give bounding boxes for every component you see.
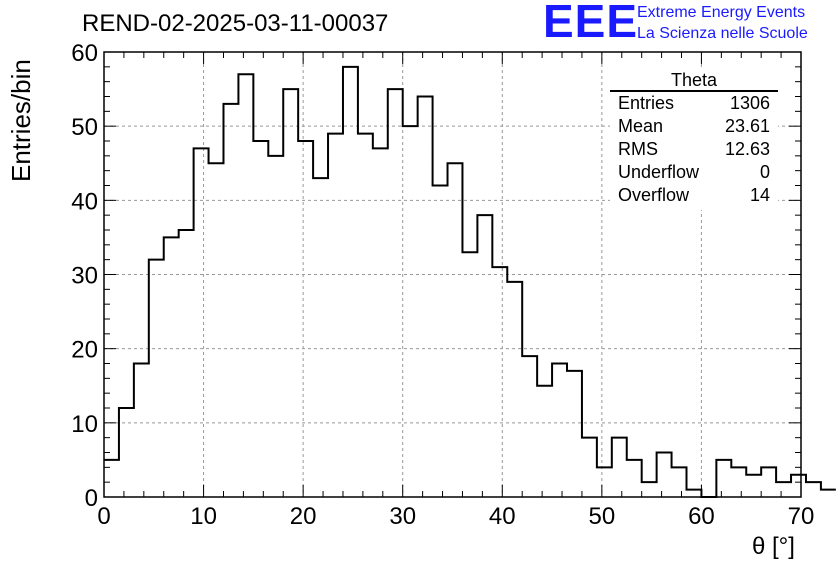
histogram-bin bbox=[164, 237, 179, 497]
stats-divider bbox=[610, 90, 778, 92]
x-tick-label: 30 bbox=[389, 503, 416, 530]
histogram-bin bbox=[477, 215, 492, 497]
histogram-bin bbox=[373, 148, 388, 497]
y-tick-label: 20 bbox=[71, 337, 98, 364]
histogram-bin bbox=[552, 364, 567, 498]
histogram-bin bbox=[462, 252, 477, 497]
histogram-bin bbox=[761, 467, 776, 497]
x-tick-label: 20 bbox=[290, 503, 317, 530]
histogram-bin bbox=[791, 475, 806, 497]
y-tick-label: 10 bbox=[71, 411, 98, 438]
stats-value: 12.63 bbox=[724, 139, 770, 159]
histogram-bin bbox=[806, 482, 821, 497]
histogram-bin bbox=[223, 104, 238, 497]
histogram-bin bbox=[433, 186, 448, 498]
y-tick-label: 30 bbox=[71, 263, 98, 290]
stats-value: 14 bbox=[749, 185, 770, 205]
histogram-bin bbox=[731, 467, 746, 497]
histogram-bin bbox=[194, 148, 209, 497]
histogram-bin bbox=[657, 453, 672, 498]
logo-line-2: La Scienza nelle Scuole bbox=[637, 25, 808, 42]
histogram-bin bbox=[313, 178, 328, 497]
histogram-bin bbox=[238, 74, 253, 497]
x-tick-label: 50 bbox=[589, 503, 616, 530]
stats-row-overflow: Overflow 14 bbox=[618, 185, 770, 206]
histogram-bin bbox=[776, 482, 791, 497]
histogram-bin bbox=[104, 460, 119, 497]
histogram-bin bbox=[567, 371, 582, 497]
histogram-bin bbox=[388, 89, 403, 497]
chart-title: REND-02-2025-03-11-00037 bbox=[82, 10, 389, 37]
x-tick-label: 10 bbox=[190, 503, 217, 530]
stats-title: Theta bbox=[670, 70, 718, 90]
histogram-bin bbox=[268, 156, 283, 497]
histogram-bin bbox=[612, 438, 627, 497]
histogram-bin bbox=[403, 126, 418, 497]
y-axis-label: Entries/bin bbox=[6, 59, 36, 182]
stats-label: RMS bbox=[618, 139, 658, 159]
y-tick-label: 50 bbox=[71, 114, 98, 141]
histogram-bin bbox=[716, 460, 731, 497]
histogram-bin bbox=[597, 467, 612, 497]
histogram-bin bbox=[253, 141, 268, 497]
stats-value: 1306 bbox=[729, 93, 770, 113]
histogram-bin bbox=[283, 89, 298, 497]
histogram-bin bbox=[179, 230, 194, 497]
y-tick-label: 40 bbox=[71, 188, 98, 215]
y-tick-label: 60 bbox=[71, 40, 98, 67]
x-axis-label: θ [°] bbox=[752, 533, 795, 560]
histogram-bin bbox=[492, 267, 507, 497]
histogram-bin bbox=[642, 482, 657, 497]
histogram-bin bbox=[522, 356, 537, 497]
histogram-bin bbox=[134, 364, 149, 498]
x-tick-label: 0 bbox=[97, 503, 110, 530]
stats-label: Underflow bbox=[618, 162, 700, 182]
histogram-bin bbox=[821, 490, 836, 497]
stats-row-mean: Mean 23.61 bbox=[618, 116, 770, 137]
histogram-bin bbox=[537, 386, 552, 497]
stats-label: Overflow bbox=[618, 185, 690, 205]
histogram-bin bbox=[746, 475, 761, 497]
histogram-bin bbox=[418, 97, 433, 498]
x-tick-label: 70 bbox=[788, 503, 815, 530]
histogram-bin bbox=[209, 163, 224, 497]
histogram-series bbox=[104, 65, 836, 498]
histogram-bin bbox=[298, 141, 313, 497]
histogram-bin bbox=[328, 134, 343, 497]
stats-box: Theta Entries 1306 Mean 23.61 RMS 12.63 … bbox=[610, 70, 778, 210]
y-tick-label: 0 bbox=[85, 485, 98, 512]
histogram-bin bbox=[358, 134, 373, 497]
stats-value: 0 bbox=[759, 162, 770, 182]
stats-label: Mean bbox=[618, 116, 664, 136]
stats-label: Entries bbox=[618, 93, 675, 113]
stats-row-entries: Entries 1306 bbox=[618, 93, 770, 114]
eee-logo: EEE bbox=[543, 0, 639, 47]
histogram-bin bbox=[119, 408, 134, 497]
histogram-bin bbox=[627, 460, 642, 497]
histogram-bin bbox=[149, 260, 164, 497]
x-tick-label: 40 bbox=[489, 503, 516, 530]
stats-value: 23.61 bbox=[724, 116, 770, 136]
x-tick-label: 60 bbox=[688, 503, 715, 530]
stats-row-rms: RMS 12.63 bbox=[618, 139, 770, 160]
histogram-bin bbox=[582, 438, 597, 497]
histogram-bin bbox=[448, 163, 463, 497]
logo-line-1: Extreme Energy Events bbox=[637, 4, 806, 21]
histogram-bin bbox=[507, 282, 522, 497]
histogram-bin bbox=[686, 490, 701, 497]
histogram-bin bbox=[672, 467, 687, 497]
histogram-bin bbox=[343, 67, 358, 497]
stats-row-underflow: Underflow 0 bbox=[618, 162, 770, 183]
